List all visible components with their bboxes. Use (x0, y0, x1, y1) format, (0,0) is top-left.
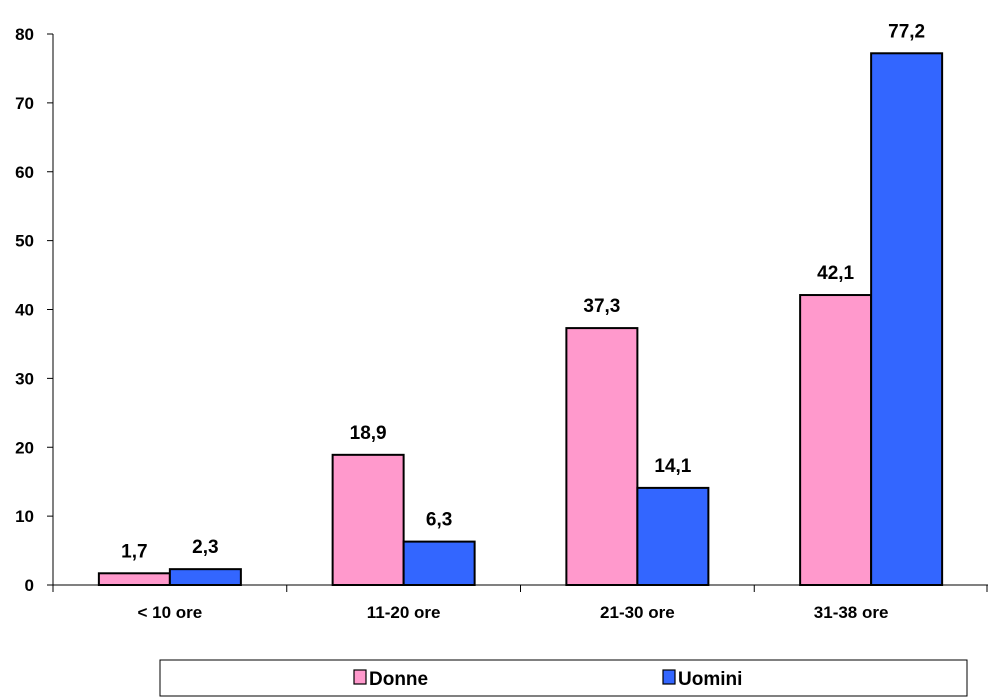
legend-swatch-uomini (662, 669, 676, 685)
data-label-uomini-3: 77,2 (888, 21, 925, 42)
bar-uomini-0 (168, 568, 242, 587)
y-tick-label: 10 (15, 507, 34, 526)
legend-label-donne: Donne (369, 669, 428, 690)
x-tick-label: < 10 ore (138, 603, 203, 622)
data-label-donne-2: 37,3 (583, 296, 620, 317)
y-tick-label: 0 (25, 576, 34, 595)
y-tick-label: 50 (15, 232, 34, 251)
data-label-uomini-0: 2,3 (192, 537, 218, 558)
bar-uomini-3 (870, 52, 944, 587)
bar-donne-0 (97, 572, 171, 587)
bar-donne-2 (565, 327, 639, 586)
y-tick-label: 80 (15, 25, 34, 44)
x-tick-label: 31-38 ore (814, 603, 889, 622)
y-tick-label: 40 (15, 301, 34, 320)
data-label-donne-1: 18,9 (350, 423, 387, 444)
y-tick-label: 60 (15, 163, 34, 182)
bar-donne-3 (799, 294, 873, 586)
data-label-donne-3: 42,1 (817, 263, 854, 284)
axes-layer (47, 33, 988, 592)
bar-uomini-2 (636, 486, 710, 587)
legend-label-uomini: Uomini (678, 669, 742, 690)
data-label-uomini-1: 6,3 (426, 510, 452, 531)
data-label-uomini-2: 14,1 (654, 456, 691, 477)
legend-swatch-donne (353, 669, 367, 685)
bar-donne-1 (331, 453, 405, 587)
bars-layer (97, 52, 944, 587)
x-tick-label: 11-20 ore (367, 603, 441, 622)
legend-box (159, 659, 968, 697)
legend: Donne Uomini (159, 659, 968, 697)
x-tick-label: 21-30 ore (600, 603, 675, 622)
y-tick-label: 70 (15, 94, 34, 113)
y-tick-label: 30 (15, 369, 34, 388)
labels-layer: 1,7 18,9 37,3 42,1 2,3 6,3 14,1 77,2 0 10 20 30 40 50… (15, 21, 925, 622)
y-tick-label: 20 (15, 438, 34, 457)
bar-uomini-1 (402, 540, 476, 587)
data-label-donne-0: 1,7 (121, 541, 147, 562)
